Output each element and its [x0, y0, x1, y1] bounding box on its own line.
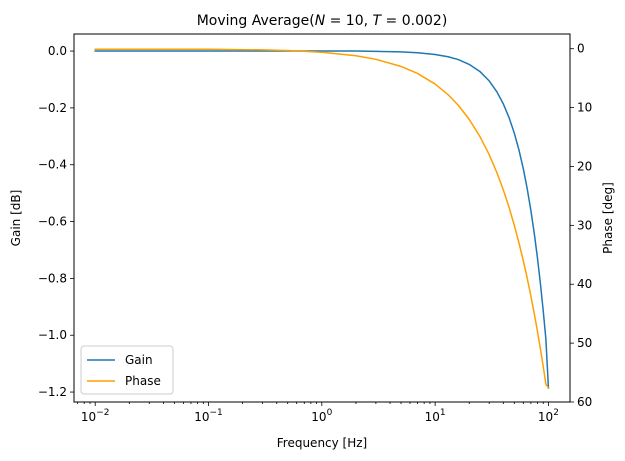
- right-axis-label: Phase [deg]: [601, 182, 615, 254]
- y2-tick-label: 40: [577, 277, 592, 291]
- x-axis-ticks: 10−2 10−1 100 101 102: [77, 402, 559, 424]
- x-tick-label: 101: [425, 408, 446, 424]
- series-line-phase: [94, 48, 550, 389]
- series-layer: [94, 48, 550, 389]
- legend-entry-phase: Phase: [125, 374, 161, 388]
- y-tick-label: −0.4: [38, 158, 67, 172]
- legend-box: [80, 345, 174, 395]
- x-tick-label: 100: [311, 408, 332, 424]
- y2-tick-label: 0: [577, 42, 585, 56]
- y-tick-label: −0.6: [38, 215, 67, 229]
- y-tick-label: 0.0: [48, 44, 67, 58]
- y-tick-label: −1.0: [38, 328, 67, 342]
- y2-tick-label: 10: [577, 101, 592, 115]
- x-tick-label: 10−2: [81, 408, 110, 424]
- left-axis-label: Gain [dB]: [9, 190, 23, 247]
- y2-tick-label: 20: [577, 159, 592, 173]
- y2-tick-label: 50: [577, 336, 592, 350]
- x-axis-label: Frequency [Hz]: [277, 436, 368, 450]
- y-tick-label: −0.8: [38, 271, 67, 285]
- y-tick-label: −1.2: [38, 385, 67, 399]
- legend: Gain Phase: [80, 345, 174, 395]
- right-axis-ticks: 0 10 20 30 40 50 60: [570, 42, 592, 409]
- series-line-gain: [94, 50, 550, 389]
- chart-title: Moving Average(N = 10, T = 0.002): [197, 13, 448, 29]
- left-axis-ticks: 0.0 −0.2 −0.4 −0.6 −0.8 −1.0 −1.2: [38, 44, 74, 399]
- x-tick-label: 102: [538, 408, 559, 424]
- legend-entry-gain: Gain: [125, 353, 153, 367]
- y-tick-label: −0.2: [38, 101, 67, 115]
- y2-tick-label: 60: [577, 395, 592, 409]
- x-tick-label: 10−1: [194, 408, 223, 424]
- y2-tick-label: 30: [577, 218, 592, 232]
